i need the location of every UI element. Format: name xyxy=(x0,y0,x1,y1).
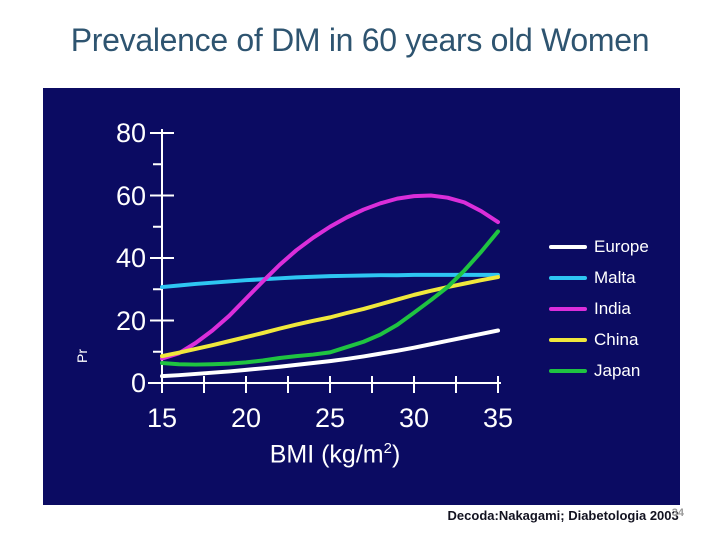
legend-item-china: China xyxy=(549,324,649,355)
y-axis-label: Pr xyxy=(74,349,90,363)
series-line-malta xyxy=(160,272,500,290)
legend: Europe Malta India China Japan xyxy=(549,231,649,386)
x-axis-label-suffix: ) xyxy=(391,440,401,469)
legend-label-japan: Japan xyxy=(594,360,641,380)
legend-label-malta: Malta xyxy=(594,267,636,287)
series-line-china xyxy=(160,275,500,359)
series-line-india xyxy=(160,193,500,361)
x-axis-label: BMI (kg/m2) xyxy=(225,440,445,469)
legend-swatch-china xyxy=(549,337,587,342)
legend-swatch-india xyxy=(549,306,587,311)
legend-item-japan: Japan xyxy=(549,355,649,386)
chart-plot xyxy=(148,129,501,393)
series-line-europe xyxy=(160,328,500,379)
slide-title: Prevalence of DM in 60 years old Women xyxy=(70,22,650,58)
page-number: 34 xyxy=(671,507,684,519)
legend-item-europe: Europe xyxy=(549,231,649,262)
legend-label-europe: Europe xyxy=(594,236,649,256)
footer: Decoda:Nakagami; Diabetologia 200334 xyxy=(447,507,684,523)
citation: Decoda:Nakagami; Diabetologia 2003 xyxy=(447,508,679,523)
x-axis-label-text: BMI (kg/m xyxy=(269,440,384,469)
legend-label-india: India xyxy=(594,298,631,318)
legend-item-india: India xyxy=(549,293,649,324)
x-axis-label-superscript: 2 xyxy=(383,440,392,457)
legend-swatch-japan xyxy=(549,368,587,373)
chart-panel: 0 20 40 60 80 15 20 25 30 35 Pr BMI (kg/m2) Euro… xyxy=(43,88,680,505)
legend-swatch-europe xyxy=(549,244,587,249)
series-line-japan xyxy=(160,229,500,367)
legend-item-malta: Malta xyxy=(549,262,649,293)
legend-label-china: China xyxy=(594,329,639,349)
legend-swatch-malta xyxy=(549,275,587,280)
